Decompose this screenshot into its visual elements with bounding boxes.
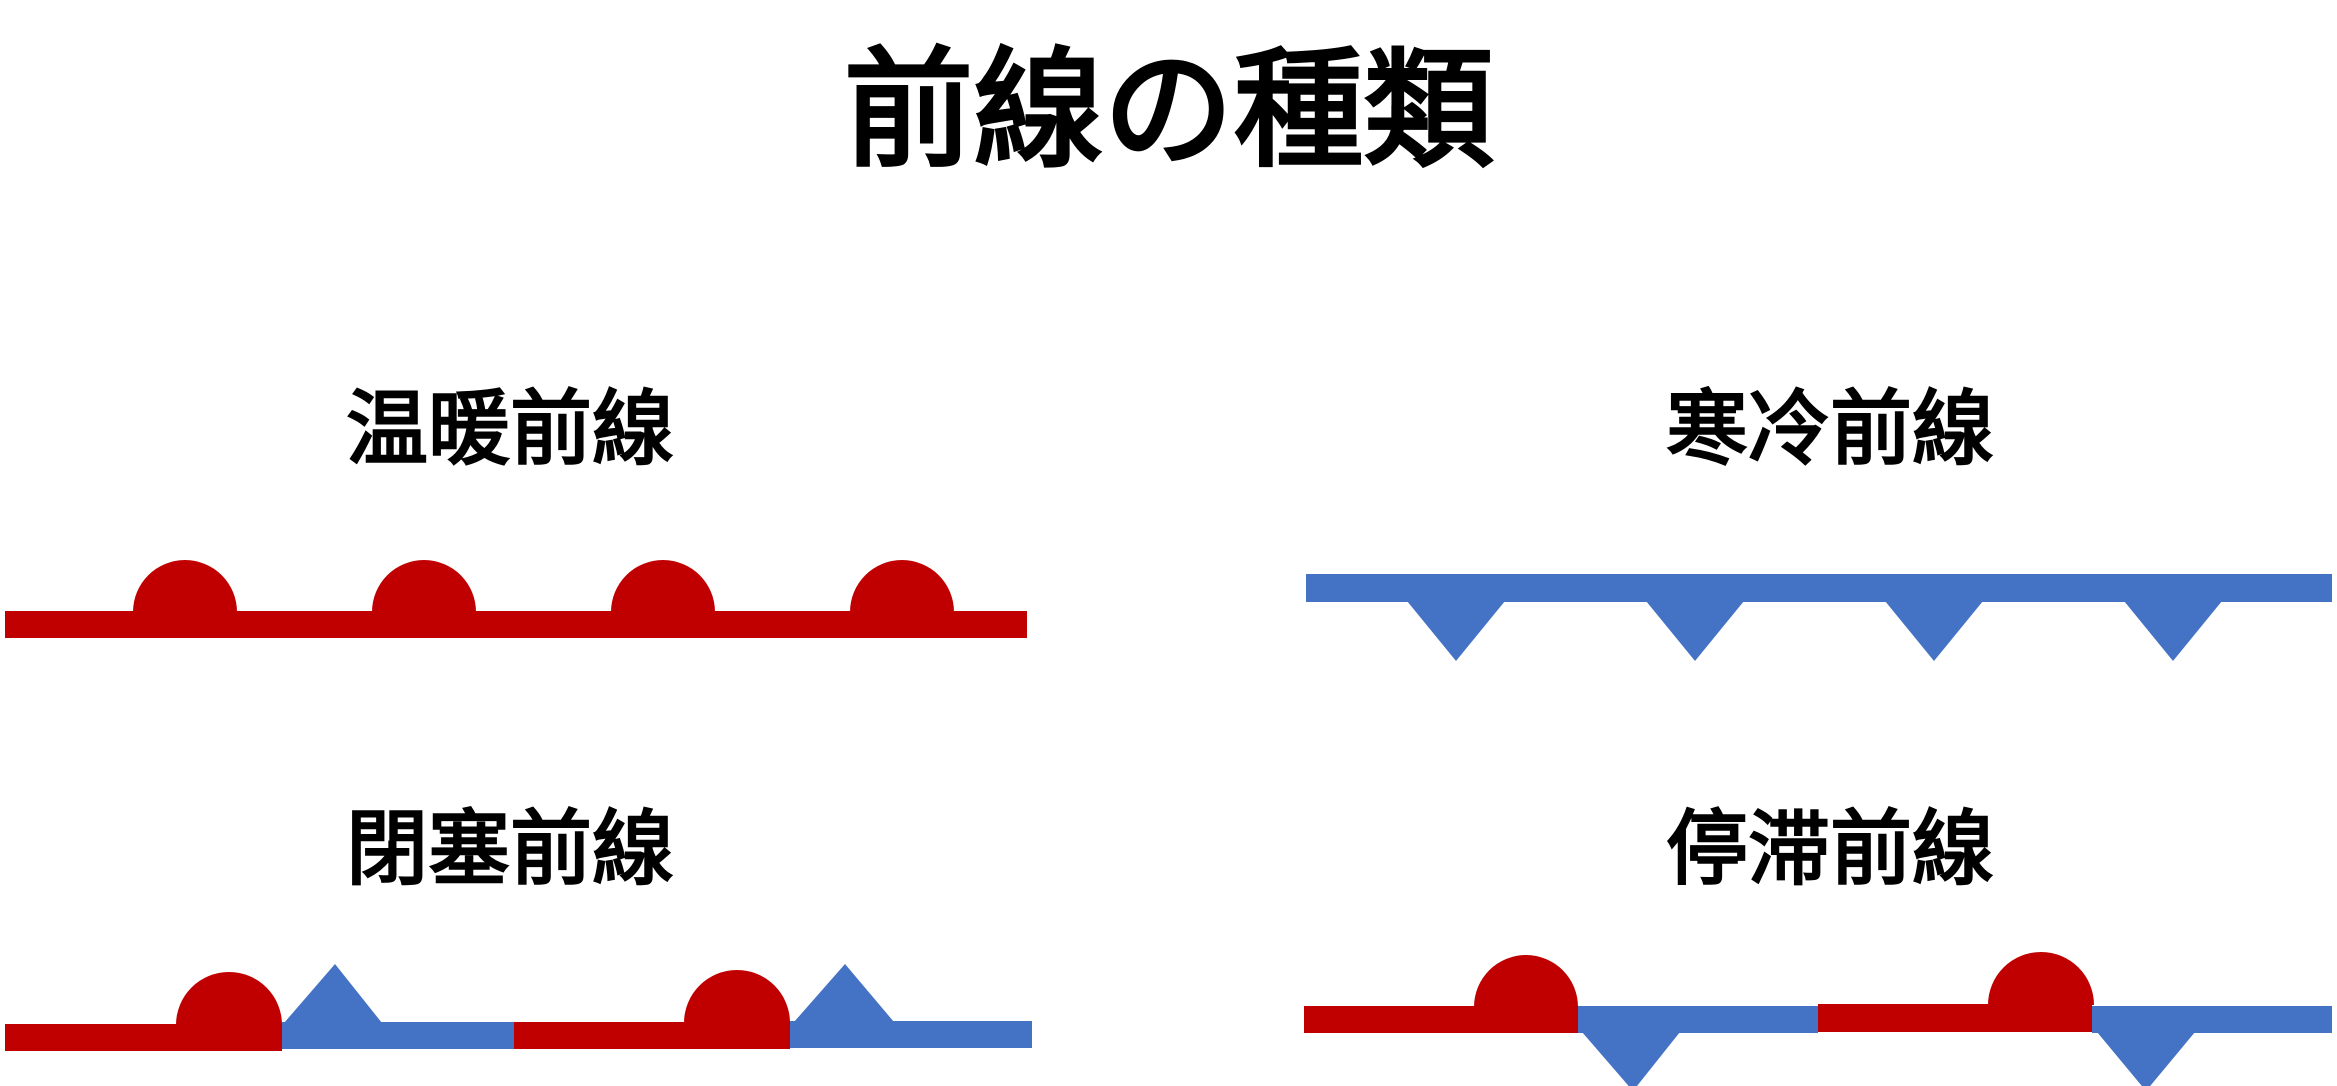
warm-front-semicircle bbox=[372, 560, 476, 612]
occluded-front-cold-segment bbox=[790, 1021, 1032, 1048]
warm-front-symbol bbox=[5, 560, 1027, 638]
warm-front-semicircle bbox=[133, 560, 237, 612]
occluded-front-semicircle bbox=[176, 972, 282, 1025]
stationary-front-warm-segment bbox=[1818, 1004, 2092, 1032]
occluded-front-symbol bbox=[5, 964, 1032, 1051]
occluded-front-warm-segment bbox=[514, 1022, 790, 1049]
cold-front-symbol bbox=[1306, 574, 2332, 661]
cold-front-triangle bbox=[1885, 601, 1983, 661]
stationary-front-triangle bbox=[1582, 1032, 1680, 1086]
cold-front-line bbox=[1306, 574, 2332, 602]
stationary-front-symbol bbox=[1304, 952, 2332, 1086]
warm-front-semicircle bbox=[850, 560, 954, 612]
occluded-front-label: 閉塞前線 bbox=[345, 802, 674, 897]
warm-front-line bbox=[5, 611, 1027, 638]
occluded-front-semicircle bbox=[684, 970, 790, 1023]
occluded-front-triangle bbox=[284, 964, 382, 1023]
stationary-front-semicircle bbox=[1988, 952, 2094, 1005]
warm-front-semicircle bbox=[611, 560, 715, 612]
page-title: 前線の種類 bbox=[843, 34, 1494, 186]
stationary-front-triangle bbox=[2097, 1032, 2195, 1086]
cold-front-triangle bbox=[1407, 601, 1505, 661]
stationary-front-cold-segment bbox=[1578, 1006, 1818, 1033]
warm-front-label: 温暖前線 bbox=[345, 382, 674, 477]
stationary-front-semicircle bbox=[1474, 955, 1578, 1007]
stationary-front-warm-segment bbox=[1304, 1006, 1578, 1033]
occluded-front-triangle bbox=[794, 964, 894, 1022]
occluded-front-cold-segment bbox=[282, 1022, 514, 1049]
cold-front-triangle bbox=[1646, 601, 1744, 661]
stationary-front-cold-segment bbox=[2092, 1006, 2332, 1033]
stationary-front-label: 停滞前線 bbox=[1665, 802, 1994, 897]
cold-front-triangle bbox=[2124, 601, 2222, 661]
occluded-front-warm-segment bbox=[5, 1024, 282, 1051]
cold-front-label: 寒冷前線 bbox=[1665, 382, 1994, 477]
